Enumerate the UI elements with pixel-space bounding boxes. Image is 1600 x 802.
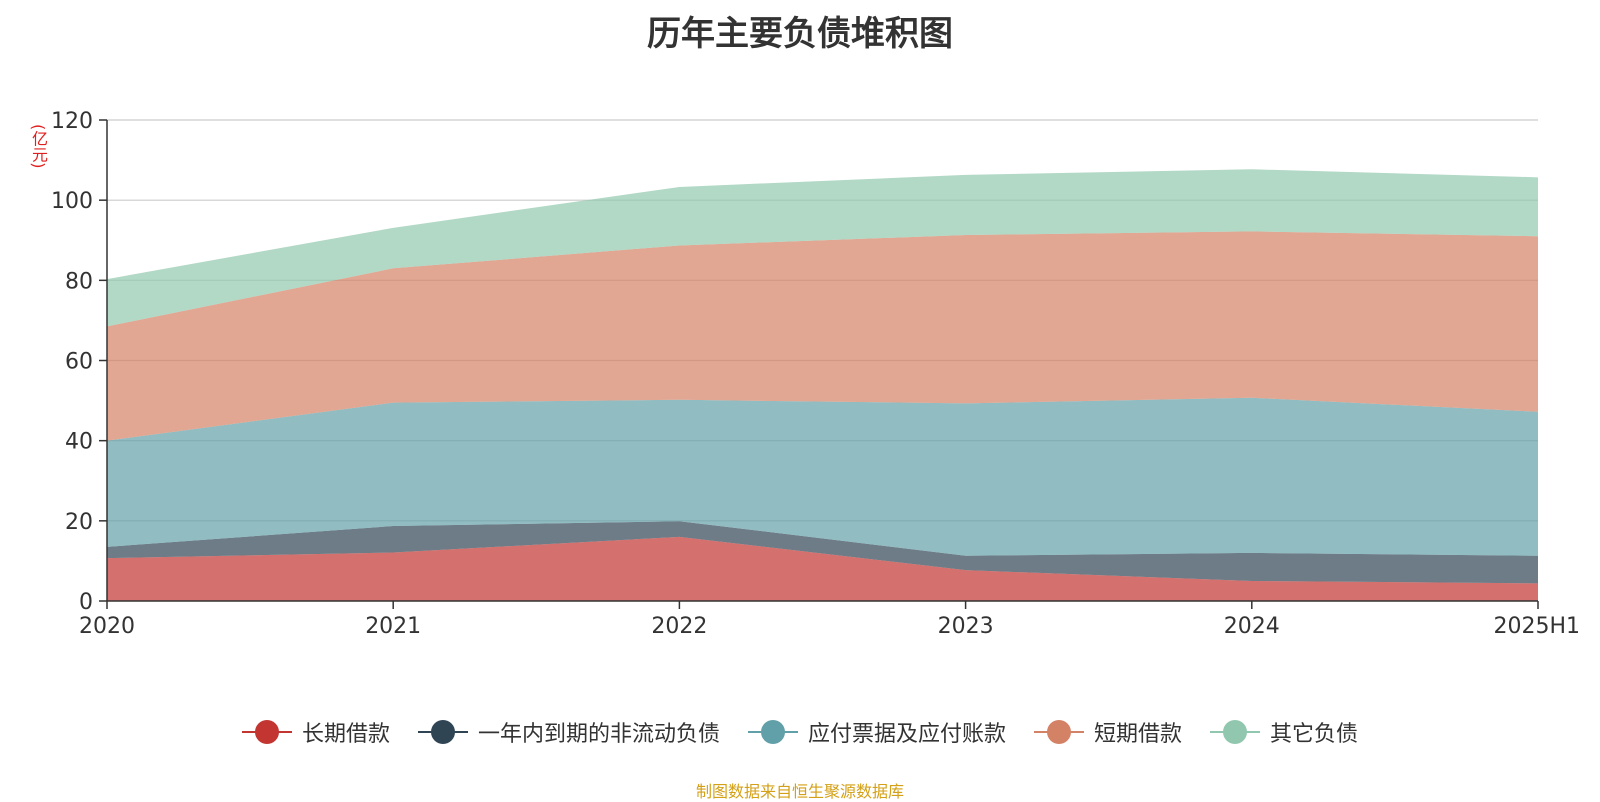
y-tick-label: 120 bbox=[51, 109, 93, 134]
legend-marker-icon bbox=[1034, 719, 1084, 745]
legend-item-4[interactable]: 其它负债 bbox=[1210, 716, 1358, 748]
legend-label: 短期借款 bbox=[1094, 722, 1183, 747]
x-tick-label: 2024 bbox=[1224, 614, 1280, 639]
y-tick-label: 0 bbox=[79, 590, 93, 615]
legend-label: 长期借款 bbox=[301, 722, 390, 747]
legend-item-2[interactable]: 应付票据及应付账款 bbox=[747, 716, 1006, 748]
area-series-4 bbox=[107, 169, 1538, 327]
source-note: 制图数据来自恒生聚源数据库 bbox=[695, 782, 904, 801]
y-tick-label: 40 bbox=[65, 430, 93, 455]
y-tick-label: 100 bbox=[51, 189, 93, 214]
chart-legend: 长期借款 一年内到期的非流动负债 应付票据及应付账款 短期借款 其它负债 bbox=[0, 716, 1600, 748]
chart-title: 历年主要负债堆积图 bbox=[647, 14, 953, 54]
axes: 0 20 40 60 80 100 120 2020 2021 2022 2023 2024 2025H… bbox=[51, 109, 1580, 639]
area-series-0 bbox=[107, 536, 1538, 601]
legend-label: 其它负债 bbox=[1270, 722, 1359, 747]
legend-label: 应付票据及应付账款 bbox=[807, 722, 1006, 747]
legend-item-0[interactable]: 长期借款 bbox=[241, 716, 390, 748]
legend-marker-icon bbox=[241, 719, 292, 745]
area-series-layer bbox=[107, 169, 1538, 601]
legend-item-3[interactable]: 短期借款 bbox=[1034, 716, 1182, 748]
legend-label: 一年内到期的非流动负债 bbox=[477, 722, 720, 747]
x-tick-label: 2025H1 bbox=[1493, 614, 1580, 639]
x-tick-label: 2023 bbox=[938, 614, 994, 639]
y-tick-label: 80 bbox=[65, 269, 93, 294]
area-series-3 bbox=[107, 231, 1538, 441]
legend-marker-icon bbox=[747, 719, 798, 745]
y-tick-label: 60 bbox=[65, 350, 93, 375]
legend-marker-icon bbox=[417, 719, 468, 745]
y-axis-unit: (亿元) bbox=[29, 124, 48, 169]
legend-item-1[interactable]: 一年内到期的非流动负债 bbox=[417, 716, 720, 748]
x-tick-label: 2021 bbox=[365, 614, 421, 639]
y-tick-label: 20 bbox=[65, 510, 93, 535]
legend-marker-icon bbox=[1210, 719, 1261, 745]
stacked-area-chart: 0 20 40 60 80 100 120 2020 2021 2022 2023 2024 2025H… bbox=[51, 109, 1580, 639]
x-tick-label: 2020 bbox=[79, 614, 135, 639]
area-series-1 bbox=[107, 521, 1538, 584]
x-tick-label: 2022 bbox=[651, 614, 707, 639]
area-series-2 bbox=[107, 397, 1538, 556]
